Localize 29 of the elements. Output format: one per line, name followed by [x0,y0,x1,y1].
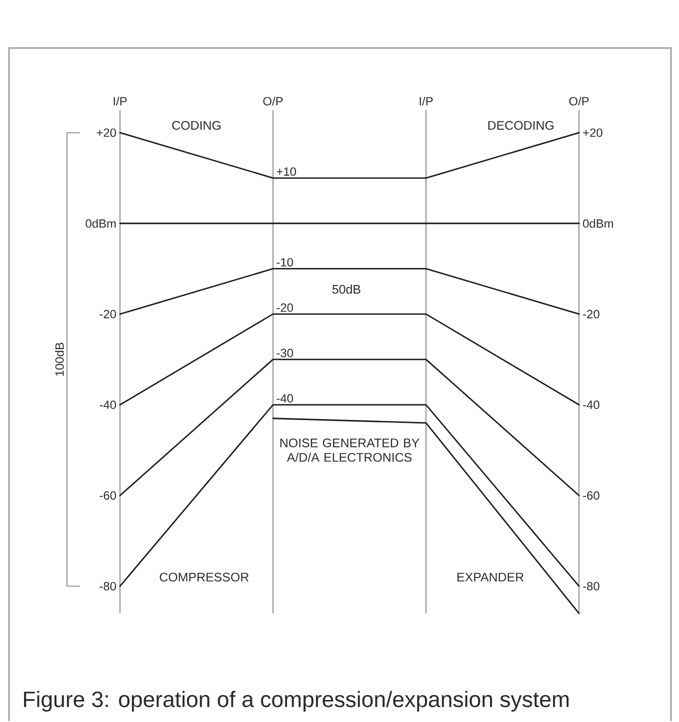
y2-tick-label: -60 [583,491,600,500]
data-label: -20 [276,303,294,312]
annotation: DECODING [488,121,554,130]
y-tick-label: +20 [96,128,116,137]
x-tick-label: I/P [420,96,433,106]
x-tick-label: O/P [569,96,589,106]
annotation: EXPANDER [457,572,524,582]
text: Figure 3: operation of a compression/expansion system [24,690,569,712]
annotation: 50dB [332,284,360,294]
data-label: +10 [276,167,296,176]
data-label: -30 [276,348,294,358]
y2-tick-label: +20 [583,128,602,137]
text: 100dB [55,342,64,376]
y2-tick-label: -40 [583,400,600,410]
annotation: COMPRESSOR [160,572,249,582]
y2-tick-label: -80 [583,582,600,590]
y-tick-label: -20 [100,310,116,318]
data-label: -10 [276,258,294,267]
annotation: NOISE GENERATED BY A/D/A ELECTRONICS [280,438,420,462]
data-label: -40 [276,394,294,403]
y2-tick-label: -20 [583,310,600,318]
x-tick-label: O/P [263,96,283,106]
y-tick-label: 0dBm [86,218,116,228]
y-tick-label: -40 [100,400,116,410]
y-tick-label: -80 [100,582,116,590]
y-tick-label: -60 [100,491,116,500]
x-tick-label: I/P [114,96,127,106]
annotation: CODING [172,121,220,130]
y2-tick-label: 0dBm [583,218,613,228]
